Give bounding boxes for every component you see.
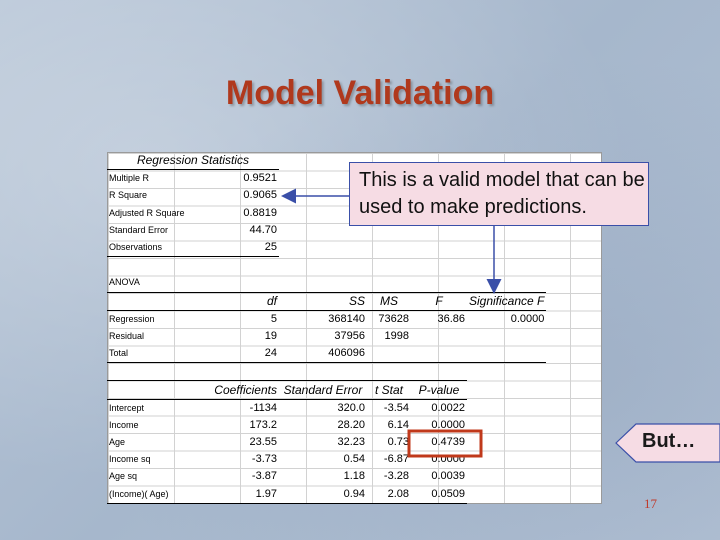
table-row: R Square 0.9065: [107, 187, 546, 204]
anova-header-ms: MS: [367, 291, 411, 311]
coef-se: 320.0: [337, 401, 365, 414]
table-row: Regression 5 368140 73628 36.86 0.0000: [107, 310, 546, 328]
anova-label: ANOVA: [109, 277, 140, 288]
table-row: Observations 25: [107, 238, 546, 258]
coef-header-t-stat: t Stat: [367, 380, 411, 400]
coef-value: 173.2: [249, 418, 277, 431]
coef-row-label: Income: [109, 419, 139, 430]
regression-statistics-header-row: Regression Statistics: [107, 152, 546, 171]
anova-f: 36.86: [437, 312, 465, 325]
anova-header-ss: SS: [279, 291, 367, 311]
stat-label: Observations: [107, 238, 199, 258]
anova-header-df: df: [199, 291, 279, 311]
coef-t: 2.08: [367, 485, 411, 504]
coef-header-coefficients: Coefficients: [199, 380, 279, 400]
stat-value: 0.9521: [243, 172, 277, 185]
table-row: Age sq -3.87 1.18 -3.28 0.0039: [107, 468, 546, 485]
coef-header-p-value: P-value: [411, 380, 467, 400]
regression-statistics-header: Regression Statistics: [107, 152, 279, 171]
page-number: 17: [644, 496, 657, 511]
anova-row-label: Regression: [109, 313, 155, 324]
coef-t: -3.54: [383, 401, 409, 414]
anova-df: 19: [264, 329, 277, 342]
anova-ms: [367, 345, 411, 364]
coef-row-label: (Income)( Age): [107, 485, 199, 504]
coef-row-label: Age: [109, 437, 126, 448]
stat-value: 44.70: [249, 223, 277, 236]
stat-value: 0.8819: [243, 206, 277, 219]
anova-sig: 0.0000: [510, 312, 545, 325]
table-row: Multiple R 0.9521: [107, 170, 546, 188]
coefficients-header-row: Coefficients Standard Error t Stat P-val…: [107, 380, 546, 400]
coef-t: 0.73: [387, 436, 409, 449]
anova-f: [411, 345, 467, 364]
highlight-box-age-p-value: [407, 429, 483, 458]
coef-value: -3.73: [251, 453, 277, 466]
coef-value: -3.87: [251, 470, 277, 483]
anova-header-row: df SS MS F Significance F: [107, 291, 547, 311]
stat-label: Multiple R: [109, 173, 150, 184]
coef-p: 0.0022: [431, 401, 465, 414]
coef-row-label: Intercept: [109, 402, 145, 413]
anova-row-label: Total: [107, 345, 199, 364]
stat-label: Adjusted R Square: [109, 207, 185, 218]
coef-se: 1.18: [343, 470, 365, 483]
anova-header-sig: Significance F: [467, 291, 547, 311]
anova-sig: [467, 345, 547, 364]
table-row: Age 23.55 32.23 0.73 0.4739: [107, 434, 546, 451]
regression-output-table: Regression Statistics Multiple R 0.9521 …: [107, 152, 547, 504]
anova-ms: 1998: [384, 329, 409, 342]
coef-value: -1134: [249, 401, 277, 414]
anova-ms: 73628: [378, 312, 409, 325]
anova-df: 24: [199, 345, 279, 364]
anova-df: 5: [270, 312, 277, 325]
coef-se: 28.20: [337, 418, 365, 431]
coef-se: 0.94: [279, 485, 367, 504]
coef-se: 32.23: [337, 436, 365, 449]
table-row: Income 173.2 28.20 6.14 0.0000: [107, 417, 546, 434]
anova-header-f: F: [411, 291, 467, 311]
table-row: (Income)( Age) 1.97 0.94 2.08 0.0509: [107, 485, 546, 504]
table-row: Residual 19 37956 1998: [107, 328, 546, 345]
coef-value: 23.55: [249, 436, 277, 449]
but-callout-shape: [615, 423, 720, 463]
anova-ss: 406096: [279, 345, 367, 364]
anova-row-label: Residual: [109, 330, 145, 341]
table-row: Standard Error 44.70: [107, 222, 546, 239]
stat-label: R Square: [109, 190, 148, 201]
coef-row-label: Income sq: [109, 454, 151, 465]
validity-callout: This is a valid model that can be used t…: [349, 162, 649, 226]
but-callout-label: But…: [642, 430, 696, 452]
stat-value: 25: [199, 238, 279, 258]
anova-label-row: ANOVA: [107, 274, 546, 292]
stat-label: Standard Error: [109, 224, 169, 235]
anova-ss: 368140: [328, 312, 365, 325]
coef-t: 6.14: [387, 418, 409, 431]
table-row: Adjusted R Square 0.8819: [107, 205, 546, 222]
coef-t: -6.87: [383, 453, 409, 466]
coef-value: 1.97: [199, 485, 279, 504]
coef-t: -3.28: [383, 470, 409, 483]
coef-p: 0.0000: [431, 418, 465, 431]
coef-se: 0.54: [343, 453, 365, 466]
table-row: Total 24 406096: [107, 345, 547, 364]
coef-p-highlighted: 0.4739: [431, 436, 465, 449]
coef-p: 0.0039: [431, 470, 465, 483]
anova-ss: 37956: [334, 329, 365, 342]
coef-p: 0.0509: [411, 485, 467, 504]
stat-value: 0.9065: [243, 189, 277, 202]
coef-header-standard-error: Standard Error: [279, 380, 367, 400]
table-row: Intercept -1134 320.0 -3.54 0.0022: [107, 399, 546, 417]
page-title: Model Validation: [225, 74, 495, 112]
coef-row-label: Age sq: [109, 471, 138, 482]
